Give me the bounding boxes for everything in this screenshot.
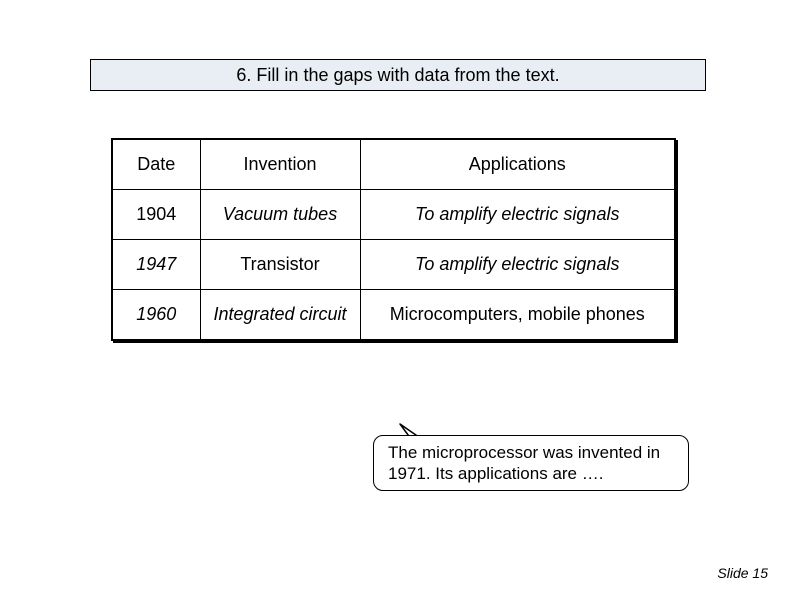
col-header-date: Date xyxy=(112,139,200,190)
cell-application: To amplify electric signals xyxy=(360,190,675,240)
slide-number: Slide 15 xyxy=(717,565,768,581)
callout-text: The microprocessor was invented in 1971.… xyxy=(388,443,660,483)
speech-callout: The microprocessor was invented in 1971.… xyxy=(373,435,689,491)
table-row: 1960 Integrated circuit Microcomputers, … xyxy=(112,290,675,341)
cell-date: 1960 xyxy=(112,290,200,341)
cell-invention: Integrated circuit xyxy=(200,290,360,341)
cell-application: Microcomputers, mobile phones xyxy=(360,290,675,341)
inventions-table: Date Invention Applications 1904 Vacuum … xyxy=(111,138,676,341)
exercise-title-text: 6. Fill in the gaps with data from the t… xyxy=(236,65,559,86)
cell-date: 1947 xyxy=(112,240,200,290)
cell-invention: Vacuum tubes xyxy=(200,190,360,240)
col-header-applications: Applications xyxy=(360,139,675,190)
slide-number-text: Slide 15 xyxy=(717,565,768,581)
cell-date: 1904 xyxy=(112,190,200,240)
cell-invention: Transistor xyxy=(200,240,360,290)
table-header-row: Date Invention Applications xyxy=(112,139,675,190)
col-header-invention: Invention xyxy=(200,139,360,190)
table-row: 1947 Transistor To amplify electric sign… xyxy=(112,240,675,290)
exercise-title-bar: 6. Fill in the gaps with data from the t… xyxy=(90,59,706,91)
table-row: 1904 Vacuum tubes To amplify electric si… xyxy=(112,190,675,240)
cell-application: To amplify electric signals xyxy=(360,240,675,290)
